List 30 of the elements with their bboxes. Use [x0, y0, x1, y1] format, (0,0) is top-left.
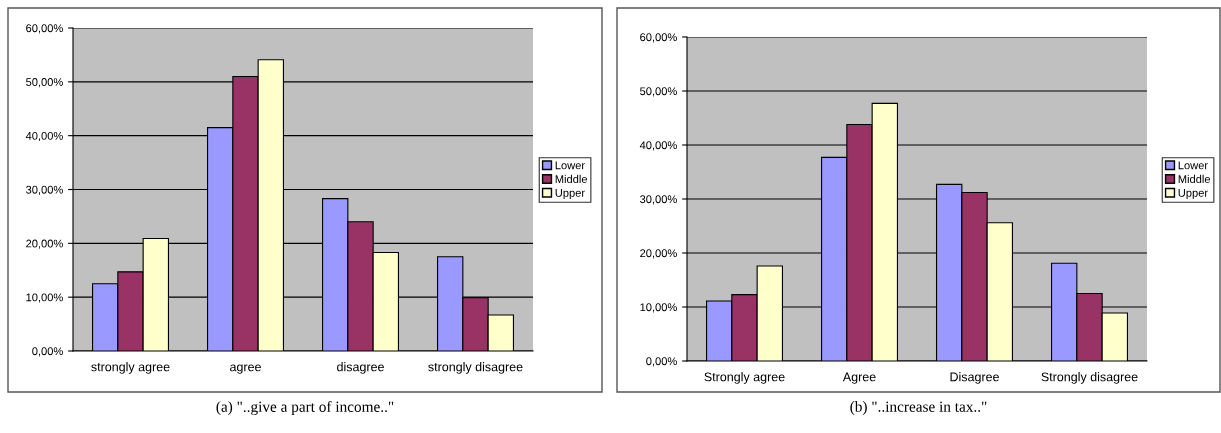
y-tick-label: 20,00% — [26, 239, 63, 249]
y-tick-label: 30,00% — [26, 185, 63, 195]
text: (b) "..increase in tax.." — [850, 401, 987, 415]
y-tick-label: 60,00% — [26, 24, 63, 34]
text: (a) "..give a part of income.." — [216, 400, 394, 416]
legend-label: Lower — [1178, 161, 1208, 170]
y-tick-label: 10,00% — [26, 293, 63, 303]
x-tick-label: Disagree — [950, 372, 999, 384]
y-tick-label: 40,00% — [639, 141, 677, 151]
legend-label: Middle — [1178, 174, 1211, 184]
x-tick-label: strongly agree — [91, 362, 170, 374]
y-tick-label: 50,00% — [26, 78, 63, 88]
legend-label: Upper — [555, 189, 585, 199]
legend-label: Lower — [555, 161, 585, 170]
x-tick-label: Agree — [842, 372, 876, 384]
y-tick-label: 10,00% — [640, 303, 677, 313]
y-tick-label: 60,00% — [640, 33, 677, 43]
y-tick-label: 40,00% — [25, 131, 63, 142]
x-tick-label: Strongly agree — [704, 372, 785, 384]
y-tick-label: 50,00% — [640, 87, 677, 97]
y-tick-label: 30,00% — [640, 195, 677, 205]
legend-label: Middle — [555, 174, 588, 184]
y-tick-label: 20,00% — [640, 249, 677, 259]
x-tick-label: disagree — [337, 362, 384, 374]
legend-label: Upper — [1178, 189, 1208, 199]
x-tick-label: Strongly disagree — [1041, 372, 1138, 384]
x-tick-label: agree — [230, 364, 261, 374]
y-tick-label: 0,00% — [32, 347, 63, 357]
y-tick-label: 0,00% — [646, 357, 677, 367]
x-tick-label: strongly disagree — [428, 362, 523, 374]
